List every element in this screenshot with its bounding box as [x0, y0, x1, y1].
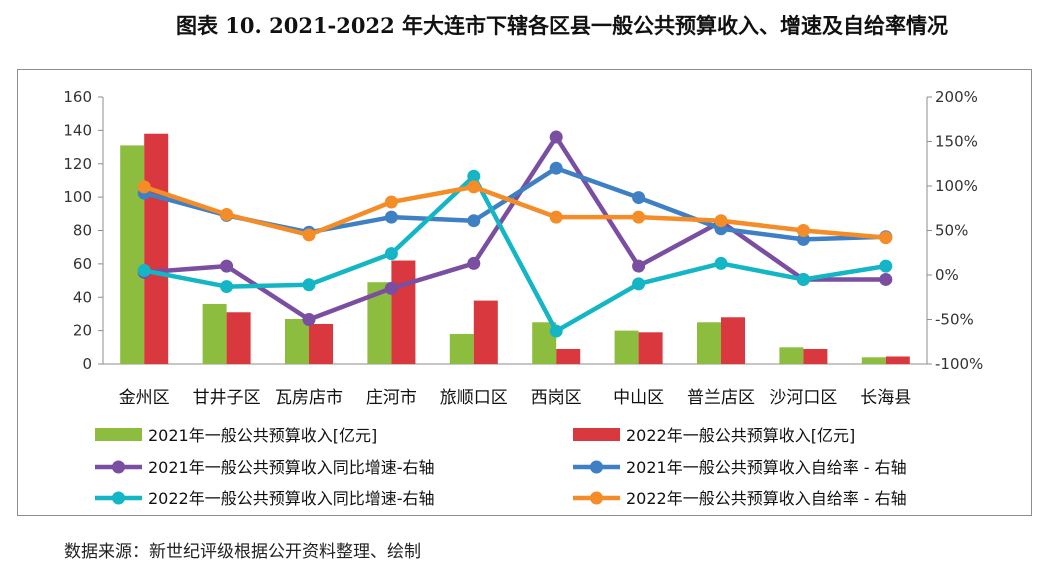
point-1-4 [384, 281, 398, 295]
bar-1-9 [779, 347, 804, 364]
legend-marker-3 [112, 460, 125, 474]
bar-2-9 [803, 348, 828, 364]
legend: 2021年一般公共预算收入[亿元] 2022年一般公共预算收入[亿元] 2021年一… [95, 426, 907, 508]
point-1-7 [632, 259, 646, 273]
right-tick-label: 0% [935, 266, 959, 284]
legend-marker-5 [112, 491, 125, 505]
bar-1-5 [449, 333, 474, 364]
left-tick-label: 0 [82, 355, 92, 373]
legend-label-2: 2022年一般公共预算收入[亿元] [626, 426, 855, 445]
left-tick-label: 20 [73, 322, 92, 340]
left-tick-label: 100 [63, 188, 92, 206]
right-tick-label: -100% [935, 355, 983, 373]
left-tick-label: 80 [73, 222, 92, 240]
point-4-8 [714, 214, 728, 228]
legend-label-1: 2021年一般公共预算收入[亿元] [148, 426, 377, 445]
point-3-6 [549, 324, 563, 338]
left-tick-label: 40 [73, 288, 92, 306]
point-2-6 [549, 161, 563, 175]
point-4-7 [632, 210, 646, 224]
bar-1-2 [202, 303, 227, 364]
point-2-9 [796, 232, 810, 246]
legend-marker-6 [590, 491, 603, 505]
bar-2-10 [885, 356, 910, 364]
point-3-3 [302, 278, 316, 292]
right-tick-label: 150% [935, 133, 978, 151]
chart-frame [17, 69, 1032, 516]
category-label: 瓦房店市 [275, 388, 343, 408]
legend-marker-4 [590, 460, 603, 474]
axes: 0 20 40 60 80 100 120 140 160 -100% -50% 0% 50% 100% 1… [63, 88, 983, 373]
left-tick-label: 60 [73, 255, 92, 273]
point-4-10 [879, 231, 893, 245]
right-tick-label: 200% [935, 88, 978, 106]
point-2-4 [384, 210, 398, 224]
bar-2-5 [473, 300, 498, 364]
category-label: 西岗区 [531, 388, 582, 408]
point-1-10 [879, 272, 893, 286]
bar-2-4 [391, 260, 416, 364]
point-4-9 [796, 224, 810, 237]
source-note: 数据来源：新世纪评级根据公开资料整理、绘制 [64, 542, 421, 562]
category-label: 沙河口区 [769, 388, 837, 408]
bar-1-8 [697, 322, 721, 364]
category-label: 普兰店区 [687, 388, 755, 408]
legend-label-3: 2021年一般公共预算收入同比增速-右轴 [148, 458, 435, 477]
bar-2-3 [309, 323, 333, 364]
point-3-1 [137, 264, 151, 278]
bar-1-3 [285, 318, 309, 364]
right-tick-label: -50% [935, 311, 974, 329]
point-3-2 [220, 280, 234, 294]
legend-swatch-1 [95, 428, 142, 441]
bar-1-10 [861, 357, 886, 364]
point-2-7 [632, 191, 646, 205]
category-label: 旅顺口区 [440, 388, 508, 408]
category-label: 中山区 [613, 388, 664, 408]
chart-title: 图表 10. 2021-2022 年大连市下辖各区县一般公共预算收入、增速及自给… [175, 13, 949, 38]
left-tick-label: 140 [63, 121, 92, 139]
legend-swatch-2 [573, 428, 620, 441]
bar-2-8 [721, 317, 745, 364]
category-label: 长海县 [860, 388, 911, 408]
legend-label-5: 2022年一般公共预算收入同比增速-右轴 [148, 489, 435, 508]
category-label: 甘井子区 [193, 388, 261, 408]
point-4-1 [137, 180, 151, 194]
point-1-5 [467, 256, 481, 270]
legend-label-4: 2021年一般公共预算收入自给率 - 右轴 [626, 458, 907, 477]
point-1-6 [549, 130, 563, 144]
point-4-2 [220, 207, 234, 221]
point-3-9 [796, 272, 810, 286]
point-1-3 [302, 313, 316, 326]
point-3-4 [384, 247, 398, 261]
left-tick-label: 120 [63, 155, 92, 173]
right-tick-label: 50% [935, 222, 968, 240]
category-label: 庄河市 [366, 388, 417, 408]
bar-1-7 [614, 330, 639, 364]
point-2-5 [467, 214, 481, 228]
category-labels: 金州区 甘井子区 瓦房店市 庄河市 旅顺口区 西岗区 中山区 普兰店区 沙河口区 长海县 [119, 388, 912, 408]
point-4-6 [549, 210, 563, 224]
legend-label-6: 2022年一般公共预算收入自给率 - 右轴 [626, 489, 907, 508]
bar-2-2 [226, 312, 251, 364]
right-tick-label: 100% [935, 177, 978, 195]
left-tick-label: 160 [63, 88, 92, 106]
bars [120, 133, 910, 364]
point-3-7 [632, 277, 646, 291]
bar-2-6 [556, 348, 581, 364]
point-3-10 [879, 259, 893, 273]
line-series-3 [143, 173, 887, 334]
point-4-4 [384, 195, 398, 209]
point-1-2 [220, 259, 234, 273]
point-3-5 [467, 169, 481, 183]
point-3-8 [714, 256, 728, 270]
bar-2-1 [144, 133, 169, 364]
line-series-4 [143, 184, 886, 240]
bar-2-7 [638, 332, 663, 364]
category-label: 金州区 [119, 388, 170, 408]
bar-1-1 [120, 145, 145, 364]
point-4-3 [302, 228, 316, 242]
point-4-5 [467, 180, 481, 194]
lines [137, 130, 893, 338]
